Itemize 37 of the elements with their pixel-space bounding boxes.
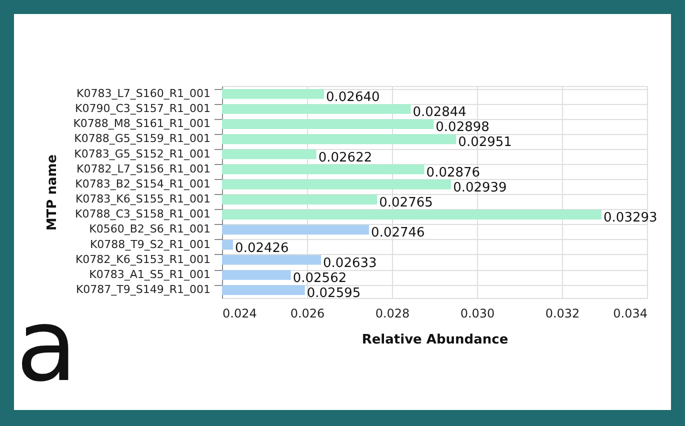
data-label: 0.03293: [604, 210, 658, 226]
data-label: 0.02633: [323, 256, 377, 271]
y-tick-label: K0788_C3_S158_R1_001: [74, 208, 210, 221]
y-tick-label: K0783_K6_S155_R1_001: [75, 192, 210, 206]
y-tick-label: K0783_G5_S152_R1_001: [74, 147, 210, 160]
y-tick-label: K0783_L7_S160_R1_001: [76, 86, 210, 100]
y-tick-label: K0787_T9_S149_R1_001: [76, 283, 210, 296]
text: a: [16, 287, 78, 404]
data-label: 0.02939: [453, 180, 507, 196]
data-label: 0.02876: [426, 165, 480, 180]
data-label: 0.02640: [326, 90, 380, 105]
y-tick-label: K0788_G5_S159_R1_001: [74, 132, 210, 146]
y-tick-label: K0560_B2_S6_R1_001: [89, 222, 210, 236]
data-label: 0.02562: [292, 270, 347, 286]
data-label: 0.02746: [371, 226, 425, 241]
data-label: 0.02951: [458, 135, 512, 150]
data-label: 0.02765: [379, 196, 433, 211]
data-label: 0.02595: [306, 286, 361, 302]
y-tick-label: K0783_A1_S5_R1_001: [89, 268, 210, 281]
text: 0.034: [613, 306, 648, 320]
text: 0.028: [375, 306, 410, 320]
text: 0.026: [290, 306, 325, 320]
y-axis-title: MTP name: [45, 154, 60, 231]
text: 0.032: [545, 306, 580, 320]
data-label: 0.02844: [412, 105, 466, 120]
data-label: 0.02898: [436, 120, 490, 136]
y-tick-label: K0782_L7_S156_R1_001: [76, 162, 210, 176]
y-tick-label: K0783_B2_S154_R1_001: [75, 177, 210, 190]
y-tick-label: K0782_K6_S153_R1_001: [75, 252, 210, 266]
text: 0.030: [460, 306, 495, 320]
y-tick-label: K0788_M8_S161_R1_001: [73, 117, 210, 130]
y-tick-label: K0790_C3_S157_R1_001: [74, 102, 210, 116]
x-axis-title: Relative Abundance: [362, 332, 508, 348]
data-label: 0.02426: [235, 240, 289, 256]
data-label: 0.02622: [318, 150, 372, 166]
y-tick-label: K0788_T9_S2_R1_001: [90, 238, 210, 251]
text: 0.024: [222, 306, 257, 320]
